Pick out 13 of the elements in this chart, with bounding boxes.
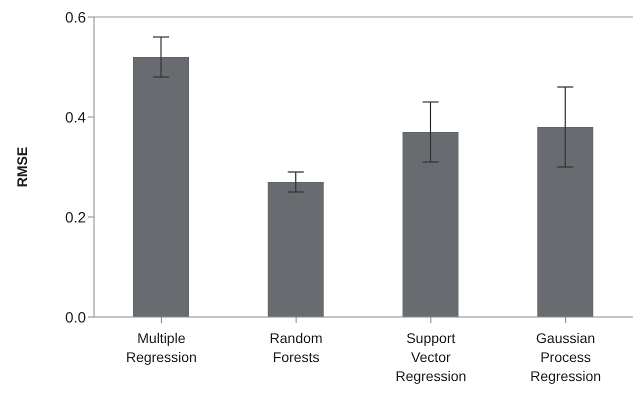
y-axis-title: RMSE xyxy=(14,146,30,188)
bar xyxy=(402,132,458,317)
bar xyxy=(537,127,594,317)
y-tick-label: 0.4 xyxy=(65,109,86,126)
x-tick-label: Random Forests xyxy=(270,330,323,365)
x-tick-label: Support Vector Regression xyxy=(395,330,466,384)
y-tick-label: 0.6 xyxy=(65,9,86,26)
y-tick-label: 0.2 xyxy=(65,209,86,226)
y-tick-label: 0.0 xyxy=(65,309,86,326)
bar xyxy=(268,182,324,317)
bar xyxy=(133,57,189,317)
x-tick-label: Gaussian Process Regression xyxy=(530,330,602,384)
x-tick-label: Multiple Regression xyxy=(126,330,197,365)
